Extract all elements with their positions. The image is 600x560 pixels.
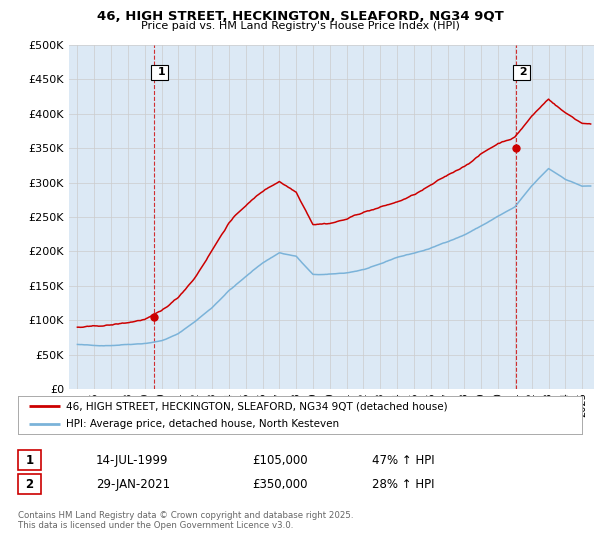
Text: £350,000: £350,000 (252, 478, 308, 491)
Text: 47% ↑ HPI: 47% ↑ HPI (372, 454, 434, 467)
Text: £105,000: £105,000 (252, 454, 308, 467)
Text: Price paid vs. HM Land Registry's House Price Index (HPI): Price paid vs. HM Land Registry's House … (140, 21, 460, 31)
Text: 46, HIGH STREET, HECKINGTON, SLEAFORD, NG34 9QT: 46, HIGH STREET, HECKINGTON, SLEAFORD, N… (97, 10, 503, 23)
Text: Contains HM Land Registry data © Crown copyright and database right 2025.
This d: Contains HM Land Registry data © Crown c… (18, 511, 353, 530)
Text: 14-JUL-1999: 14-JUL-1999 (96, 454, 169, 467)
Text: 29-JAN-2021: 29-JAN-2021 (96, 478, 170, 491)
Text: HPI: Average price, detached house, North Kesteven: HPI: Average price, detached house, Nort… (66, 419, 339, 429)
Text: 2: 2 (25, 478, 34, 491)
Text: 28% ↑ HPI: 28% ↑ HPI (372, 478, 434, 491)
Text: 1: 1 (154, 67, 166, 77)
Text: 1: 1 (25, 454, 34, 467)
Text: 46, HIGH STREET, HECKINGTON, SLEAFORD, NG34 9QT (detached house): 46, HIGH STREET, HECKINGTON, SLEAFORD, N… (66, 401, 448, 411)
Text: 2: 2 (515, 67, 527, 77)
